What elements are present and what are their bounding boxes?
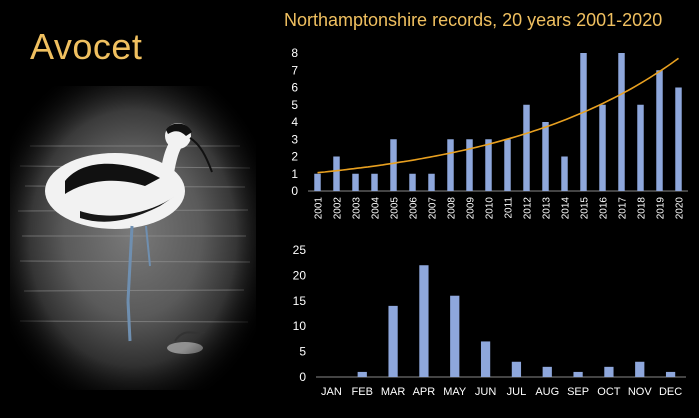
bar [637,104,644,191]
x-tick-label: 2009 [466,197,477,220]
chart-title: Northamptonshire records, 20 years 2001-… [284,10,663,30]
x-tick-label: 2004 [371,197,382,220]
x-tick-label: JAN [321,386,342,398]
bar [314,173,321,191]
x-tick-label: 2010 [485,197,496,220]
x-tick-label: APR [413,386,436,398]
bar [333,156,340,191]
x-tick-label: 2016 [599,197,610,220]
bar [504,139,511,191]
bar [561,156,568,191]
y-tick-label: 2 [291,150,298,164]
x-tick-label: 2005 [390,197,401,220]
x-tick-label: 2006 [409,197,420,220]
y-tick-label: 0 [299,370,306,384]
bar [409,173,416,191]
y-tick-label: 15 [293,294,307,308]
x-tick-label: 2011 [504,197,515,219]
y-tick-label: 5 [291,98,298,112]
bar [371,173,378,191]
bar [665,371,676,377]
y-tick-label: 6 [291,81,298,95]
x-tick-label: SEP [567,386,589,398]
x-tick-label: 2015 [580,197,591,220]
bar [466,139,473,191]
x-tick-label: JUL [507,386,527,398]
x-tick-label: 2001 [314,197,325,220]
bar [675,87,682,191]
x-tick-label: MAY [443,386,467,398]
bar [357,371,367,377]
bar [447,139,454,191]
y-tick-label: 4 [291,115,298,129]
bar [388,305,398,377]
x-tick-label: 2013 [542,197,553,220]
bar [542,122,549,191]
x-tick-label: DEC [659,386,682,398]
y-tick-label: 10 [293,319,307,333]
bar [635,361,645,377]
x-tick-label: 2012 [523,197,534,220]
species-title: Avocet [30,26,143,67]
x-tick-label: 2019 [656,197,667,220]
x-tick-label: 2002 [333,197,344,220]
bar [485,139,492,191]
x-tick-label: 2017 [618,197,629,220]
bar [511,361,522,377]
bar [656,70,663,191]
bar [390,139,397,191]
bar [604,366,614,377]
x-tick-label: 2018 [637,197,648,220]
x-tick-label: 2003 [352,197,363,220]
y-tick-label: 3 [291,132,298,146]
x-tick-label: MAR [381,386,406,398]
x-tick-label: FEB [352,386,373,398]
y-tick-label: 5 [299,345,306,359]
bar [523,104,530,191]
x-tick-label: 2020 [675,197,686,220]
x-tick-label: 2014 [561,197,572,220]
bar [542,366,552,377]
x-tick-label: NOV [628,386,653,398]
y-tick-label: 7 [291,63,298,77]
y-tick-label: 1 [291,167,298,181]
bar [618,53,625,191]
x-tick-label: OCT [597,386,621,398]
x-tick-label: 2007 [428,197,439,220]
bar [599,104,606,191]
annual-records-chart: 0 1 2 3 4 5 6 7 8 2001 2002 2003 2004 2005 2006 2007 200… [291,46,688,220]
y-tick-label: 0 [291,184,298,198]
x-tick-label: JUN [475,386,496,398]
x-tick-label: 2008 [447,197,458,220]
bar [428,173,435,191]
bar [419,265,429,377]
bar [352,173,359,191]
avocet-photo [10,86,256,390]
y-tick-label: 25 [293,243,307,257]
bar [573,371,583,377]
y-tick-label: 8 [291,46,298,60]
trend-line [317,57,679,174]
bar [450,295,460,377]
bar [480,341,491,377]
bar [580,53,587,191]
y-tick-label: 20 [293,268,307,282]
x-tick-label: AUG [535,386,559,398]
